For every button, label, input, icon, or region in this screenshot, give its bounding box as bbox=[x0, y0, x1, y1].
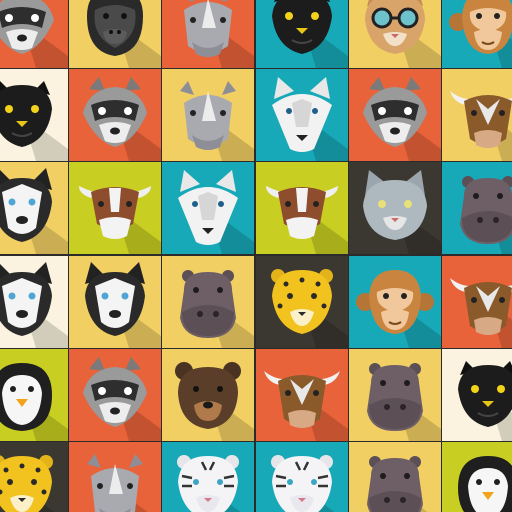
cow-face-icon bbox=[265, 186, 348, 255]
tile-hippo[interactable] bbox=[348, 348, 441, 441]
tile-bear[interactable] bbox=[162, 348, 255, 441]
penguin-face-icon bbox=[458, 456, 512, 512]
leopard-face-icon bbox=[270, 268, 348, 348]
monkey-face-icon bbox=[355, 269, 441, 348]
tile-raccoon[interactable] bbox=[69, 69, 162, 162]
raccoon-face-icon bbox=[0, 0, 68, 68]
tile-penguin[interactable] bbox=[442, 442, 512, 512]
tile-wolf[interactable] bbox=[162, 162, 255, 255]
tile-husky[interactable] bbox=[0, 255, 68, 348]
tile-cat-glasses[interactable] bbox=[348, 0, 441, 68]
tile-hippo[interactable] bbox=[162, 255, 255, 348]
bear-face-icon bbox=[175, 361, 255, 441]
tile-monkey[interactable] bbox=[442, 0, 512, 68]
tile-rhino[interactable] bbox=[162, 0, 255, 68]
bull-face-icon bbox=[450, 277, 512, 348]
white-tiger-face-icon bbox=[177, 455, 241, 512]
hippo-face-icon bbox=[366, 456, 428, 512]
tile-raccoon[interactable] bbox=[0, 0, 68, 68]
hippo-face-icon bbox=[366, 362, 441, 441]
raccoon-face-icon bbox=[362, 77, 441, 162]
husky-face-icon bbox=[85, 261, 162, 348]
rhino-face-icon bbox=[184, 0, 255, 68]
penguin-face-icon bbox=[0, 362, 68, 441]
tile-bull[interactable] bbox=[442, 255, 512, 348]
tile-hippo[interactable] bbox=[442, 162, 512, 255]
tile-leopard[interactable] bbox=[0, 442, 68, 512]
tile-bull[interactable] bbox=[255, 348, 348, 441]
tile-raccoon[interactable] bbox=[348, 69, 441, 162]
monkey-face-icon bbox=[449, 0, 512, 68]
tile-white-tiger[interactable] bbox=[162, 442, 255, 512]
tile-wolf[interactable] bbox=[255, 69, 348, 162]
husky-face-icon bbox=[0, 168, 68, 255]
rhino-face-icon bbox=[180, 81, 255, 162]
tile-raccoon[interactable] bbox=[69, 348, 162, 441]
panther-face-icon bbox=[271, 0, 348, 68]
tile-monkey[interactable] bbox=[348, 255, 441, 348]
panther-face-icon bbox=[458, 360, 512, 441]
tile-cat[interactable] bbox=[348, 162, 441, 255]
bull-face-icon bbox=[263, 370, 348, 441]
gorilla-face-icon bbox=[87, 0, 162, 68]
rhino-face-icon bbox=[87, 454, 148, 512]
husky-face-icon bbox=[0, 261, 68, 348]
leopard-face-icon bbox=[0, 455, 55, 512]
tile-rhino[interactable] bbox=[69, 442, 162, 512]
tile-cow[interactable] bbox=[69, 162, 162, 255]
panther-face-icon bbox=[0, 81, 68, 162]
cow-face-icon bbox=[79, 186, 162, 255]
tile-panther[interactable] bbox=[442, 348, 512, 441]
tile-panther[interactable] bbox=[0, 69, 68, 162]
tile-panther[interactable] bbox=[255, 0, 348, 68]
wolf-face-icon bbox=[178, 170, 255, 255]
raccoon-face-icon bbox=[83, 77, 162, 162]
white-tiger-face-icon bbox=[270, 455, 335, 512]
tile-white-tiger[interactable] bbox=[255, 442, 348, 512]
tile-husky[interactable] bbox=[0, 162, 68, 255]
tile-penguin[interactable] bbox=[0, 348, 68, 441]
tile-bull[interactable] bbox=[442, 69, 512, 162]
tile-rhino[interactable] bbox=[162, 69, 255, 162]
tile-hippo[interactable] bbox=[348, 442, 441, 512]
bull-face-icon bbox=[450, 91, 512, 162]
cat-face-icon bbox=[362, 170, 441, 255]
raccoon-face-icon bbox=[83, 356, 162, 441]
hippo-face-icon bbox=[460, 176, 512, 255]
hippo-face-icon bbox=[180, 269, 255, 348]
wolf-face-icon bbox=[271, 77, 348, 162]
tile-husky[interactable] bbox=[69, 255, 162, 348]
tile-cow[interactable] bbox=[255, 162, 348, 255]
cat-glasses-face-icon bbox=[364, 0, 441, 68]
tile-gorilla[interactable] bbox=[69, 0, 162, 68]
tile-leopard[interactable] bbox=[255, 255, 348, 348]
